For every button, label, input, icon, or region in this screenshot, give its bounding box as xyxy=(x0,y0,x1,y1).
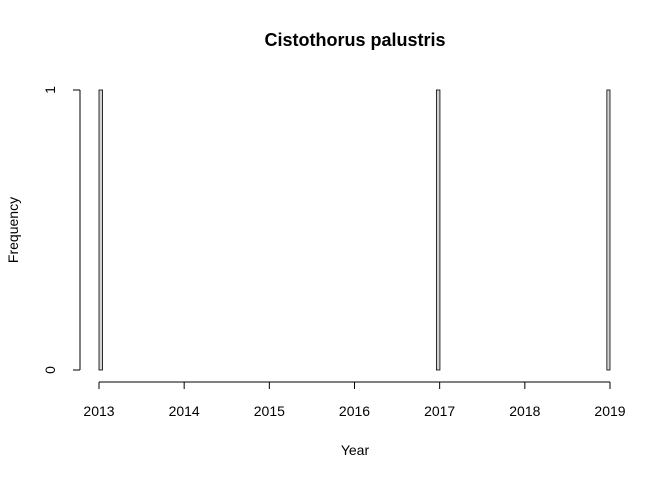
x-tick-label: 2013 xyxy=(83,403,114,419)
y-tick-label: 1 xyxy=(42,86,58,94)
histogram-bar xyxy=(606,89,611,371)
x-tick-label: 2018 xyxy=(509,403,540,419)
x-tick-label: 2016 xyxy=(339,403,370,419)
chart-title: Cistothorus palustris xyxy=(264,30,445,50)
y-axis-label: Frequency xyxy=(5,197,21,263)
x-tick-label: 2019 xyxy=(594,403,625,419)
x-axis-label: Year xyxy=(341,442,370,458)
axes: 2013 2014 2015 2016 2017 2018 2019 0 1 xyxy=(42,86,626,419)
x-tick-label: 2014 xyxy=(169,403,200,419)
histogram-bar xyxy=(98,89,103,371)
histogram-bar xyxy=(435,89,441,371)
histogram-bars xyxy=(98,89,611,371)
x-tick-label: 2015 xyxy=(254,403,285,419)
x-tick-label: 2017 xyxy=(424,403,455,419)
y-tick-label: 0 xyxy=(42,366,58,374)
